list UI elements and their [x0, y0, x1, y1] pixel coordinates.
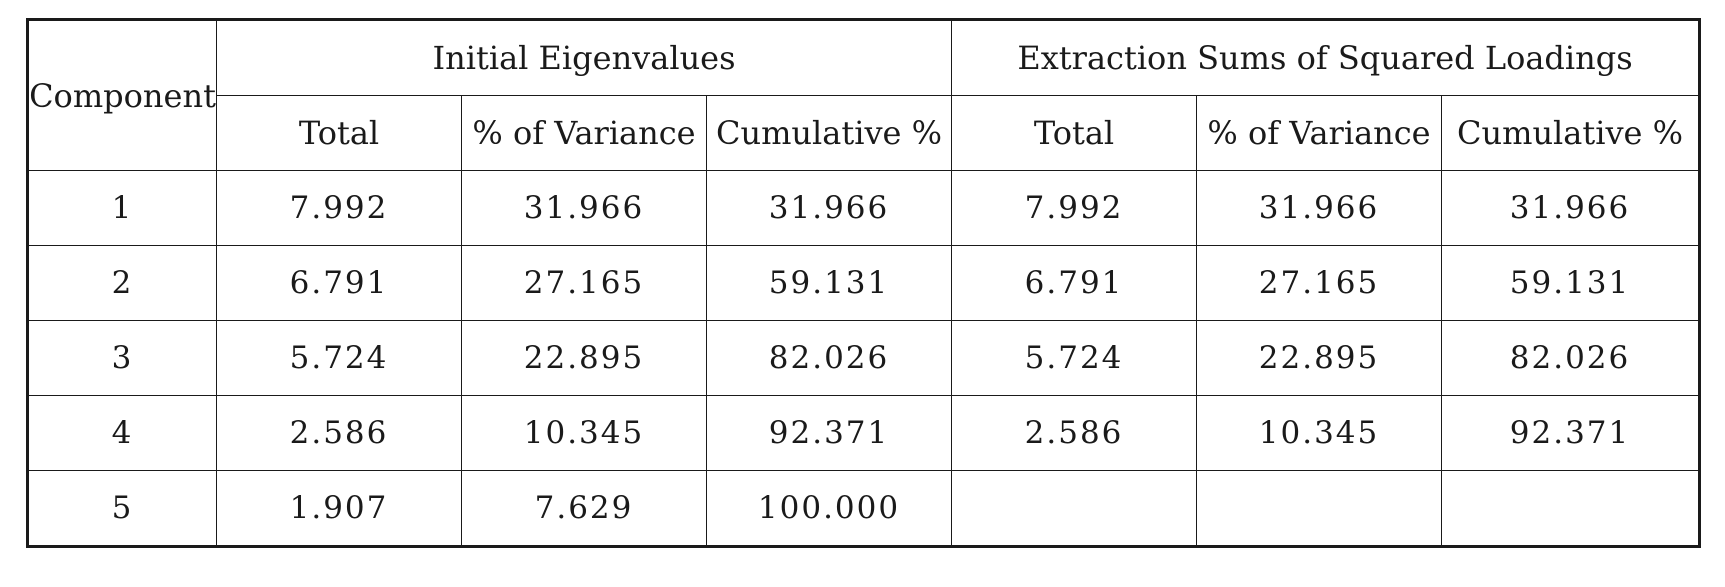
extraction-cumulative-cell: [1441, 470, 1701, 547]
extraction-variance-cell: [1196, 470, 1443, 547]
header-row-columns: Total % of Variance Cumulative % Total %…: [28, 95, 1701, 171]
initial-total-cell: 6.791: [216, 245, 462, 321]
extraction-total-cell: 5.724: [951, 320, 1198, 396]
initial-cumulative-cell: 82.026: [705, 320, 953, 396]
extraction-variance-cell: 27.165: [1196, 245, 1443, 321]
extraction-sums-header: Extraction Sums of Squared Loadings: [951, 19, 1701, 96]
initial-cumulative-cell: 100.000: [705, 470, 953, 547]
extraction-variance-cell: 31.966: [1196, 170, 1443, 246]
extraction-total-cell: 7.992: [951, 170, 1198, 246]
extraction-total-cell: 6.791: [951, 245, 1198, 321]
initial-variance-header: % of Variance: [461, 95, 707, 171]
initial-total-cell: 1.907: [216, 470, 462, 547]
table-row: 3 5.724 22.895 82.026 5.724 22.895 82.02…: [27, 320, 1701, 396]
initial-total-header: Total: [216, 95, 462, 171]
initial-total-cell: 7.992: [216, 170, 462, 246]
extraction-total-cell: [951, 470, 1198, 547]
component-cell: 3: [27, 320, 217, 396]
component-cell: 5: [27, 470, 217, 547]
initial-variance-cell: 27.165: [461, 245, 707, 321]
initial-variance-cell: 7.629: [461, 470, 707, 547]
extraction-cumulative-cell: 31.966: [1441, 170, 1701, 246]
initial-total-cell: 5.724: [216, 320, 462, 396]
initial-cumulative-cell: 59.131: [705, 245, 953, 321]
initial-total-cell: 2.586: [216, 395, 462, 471]
initial-eigenvalues-header: Initial Eigenvalues: [215, 19, 953, 96]
extraction-total-cell: 2.586: [951, 395, 1198, 471]
component-cell: 1: [27, 170, 217, 246]
initial-cumulative-header: Cumulative %: [705, 95, 953, 171]
extraction-cumulative-cell: 59.131: [1441, 245, 1701, 321]
table-row: 4 2.586 10.345 92.371 2.586 10.345 92.37…: [27, 395, 1701, 471]
extraction-cumulative-cell: 92.371: [1441, 395, 1701, 471]
table-row: 1 7.992 31.966 31.966 7.992 31.966 31.96…: [27, 170, 1701, 246]
extraction-cumulative-cell: 82.026: [1441, 320, 1701, 396]
extraction-total-header: Total: [951, 95, 1198, 171]
extraction-variance-header: % of Variance: [1196, 95, 1443, 171]
initial-variance-cell: 10.345: [461, 395, 707, 471]
initial-variance-cell: 31.966: [461, 170, 707, 246]
extraction-cumulative-header: Cumulative %: [1441, 95, 1701, 171]
extraction-variance-cell: 10.345: [1196, 395, 1443, 471]
initial-variance-cell: 22.895: [461, 320, 707, 396]
initial-cumulative-cell: 92.371: [705, 395, 953, 471]
extraction-variance-cell: 22.895: [1196, 320, 1443, 396]
table-row: 2 6.791 27.165 59.131 6.791 27.165 59.13…: [27, 245, 1701, 321]
component-cell: 2: [27, 245, 217, 321]
initial-cumulative-cell: 31.966: [705, 170, 953, 246]
component-header: Component: [27, 19, 217, 171]
component-cell: 4: [27, 395, 217, 471]
table-row: 5 1.907 7.629 100.000: [27, 470, 1701, 547]
variance-explained-table: Component Initial Eigenvalues Extraction…: [26, 18, 1702, 548]
header-row-groups: Component Initial Eigenvalues Extraction…: [27, 19, 1701, 171]
